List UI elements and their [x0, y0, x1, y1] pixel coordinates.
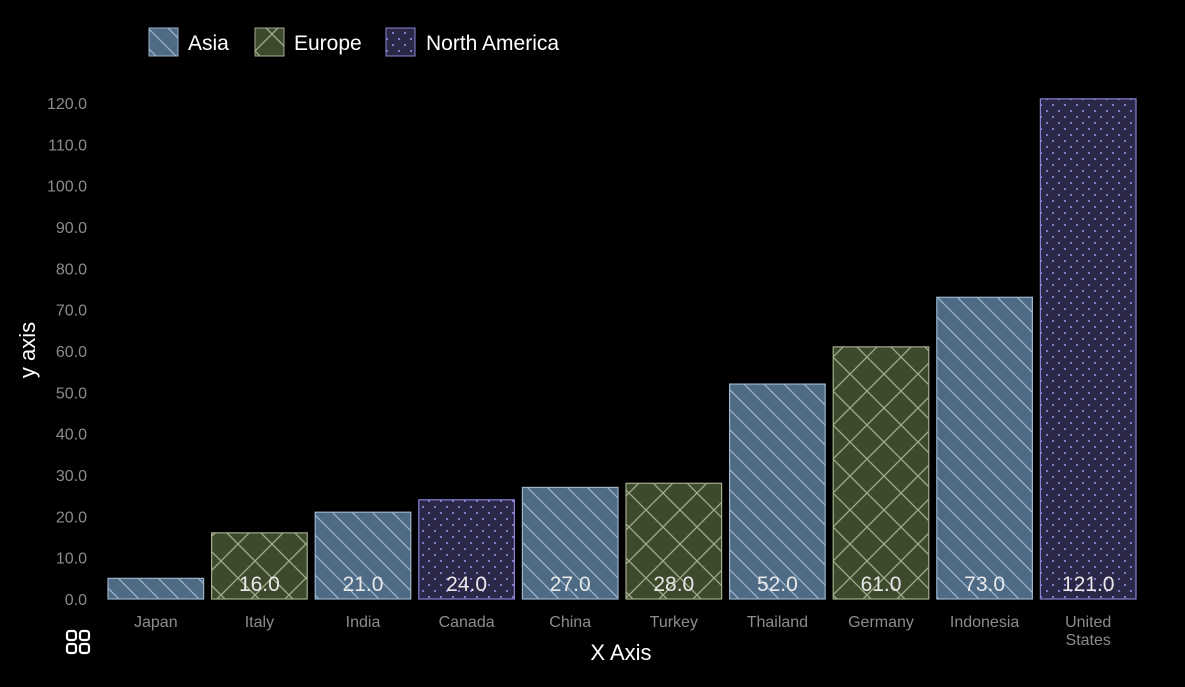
data-label-turkey: 28.0 [653, 573, 694, 596]
y-tick-label: 90.0 [56, 220, 87, 237]
data-label-china: 27.0 [550, 573, 591, 596]
y-tick-label: 70.0 [56, 303, 87, 320]
legend-item-europe[interactable]: Europe [254, 27, 362, 57]
x-tick-label-thailand: Thailand [747, 614, 808, 631]
x-tick-label-turkey: Turkey [650, 614, 698, 631]
x-tick-label-germany: Germany [848, 614, 914, 631]
legend-item-asia[interactable]: Asia [148, 27, 229, 57]
y-tick-label: 100.0 [47, 179, 87, 196]
legend-label-asia: Asia [188, 32, 229, 55]
x-axis-title: X Axis [590, 640, 651, 665]
legend-label-europe: Europe [294, 32, 362, 55]
legend-swatch-asia [148, 27, 179, 57]
y-tick-label: 0.0 [65, 592, 87, 609]
y-axis-title: y axis [15, 322, 40, 378]
data-label-thailand: 52.0 [757, 573, 798, 596]
bar-germany[interactable] [832, 346, 930, 600]
grid-menu-icon[interactable] [64, 628, 92, 656]
data-labels: 16.0 21.0 24.0 27.0 28.0 52.0 61.0 73.0 121.0 [239, 573, 1115, 596]
bar-thailand[interactable] [728, 383, 826, 600]
data-label-india: 21.0 [343, 573, 384, 596]
legend-item-north-america[interactable]: North America [385, 27, 559, 57]
legend-swatch-europe [254, 27, 285, 57]
x-tick-label-united-states: United States [1065, 614, 1111, 649]
y-tick-label: 120.0 [47, 96, 87, 113]
bar-turkey[interactable] [625, 482, 723, 600]
y-tick-label: 40.0 [56, 427, 87, 444]
y-tick-label: 30.0 [56, 468, 87, 485]
data-label-united-states: 121.0 [1062, 573, 1115, 596]
y-tick-label: 50.0 [56, 385, 87, 402]
data-label-italy: 16.0 [239, 573, 280, 596]
bar-japan[interactable] [107, 577, 205, 600]
y-axis: 0.0 10.0 20.0 30.0 40.0 50.0 60.0 70.0 80.0 90.0 1… [47, 96, 87, 609]
legend-label-north-america: North America [426, 32, 559, 55]
y-tick-label: 80.0 [56, 261, 87, 278]
bar-canada[interactable] [418, 499, 515, 600]
y-tick-label: 10.0 [56, 551, 87, 568]
data-label-indonesia: 73.0 [964, 573, 1005, 596]
bar-indonesia[interactable] [936, 296, 1033, 600]
bar-united-states[interactable] [1039, 98, 1137, 600]
x-axis: Japan Italy India Canada China Turkey Thailand… [134, 614, 1111, 649]
x-tick-label-japan: Japan [134, 614, 178, 631]
legend: Asia Europe North America [148, 27, 559, 57]
y-tick-label: 110.0 [48, 137, 87, 154]
bar-italy[interactable] [211, 532, 308, 600]
y-tick-label: 20.0 [56, 509, 87, 526]
x-tick-label-indonesia: Indonesia [950, 614, 1019, 631]
bar-india[interactable] [314, 511, 412, 600]
x-tick-label-china: China [549, 614, 591, 631]
data-label-canada: 24.0 [446, 573, 487, 596]
x-tick-label-india: India [346, 614, 381, 631]
x-tick-label-italy: Italy [245, 614, 274, 631]
y-tick-label: 60.0 [56, 344, 87, 361]
bar-china[interactable] [521, 486, 619, 600]
x-tick-label-canada: Canada [439, 614, 495, 631]
bars [107, 98, 1137, 600]
data-label-germany: 61.0 [861, 573, 902, 596]
legend-swatch-north-america [385, 27, 416, 57]
